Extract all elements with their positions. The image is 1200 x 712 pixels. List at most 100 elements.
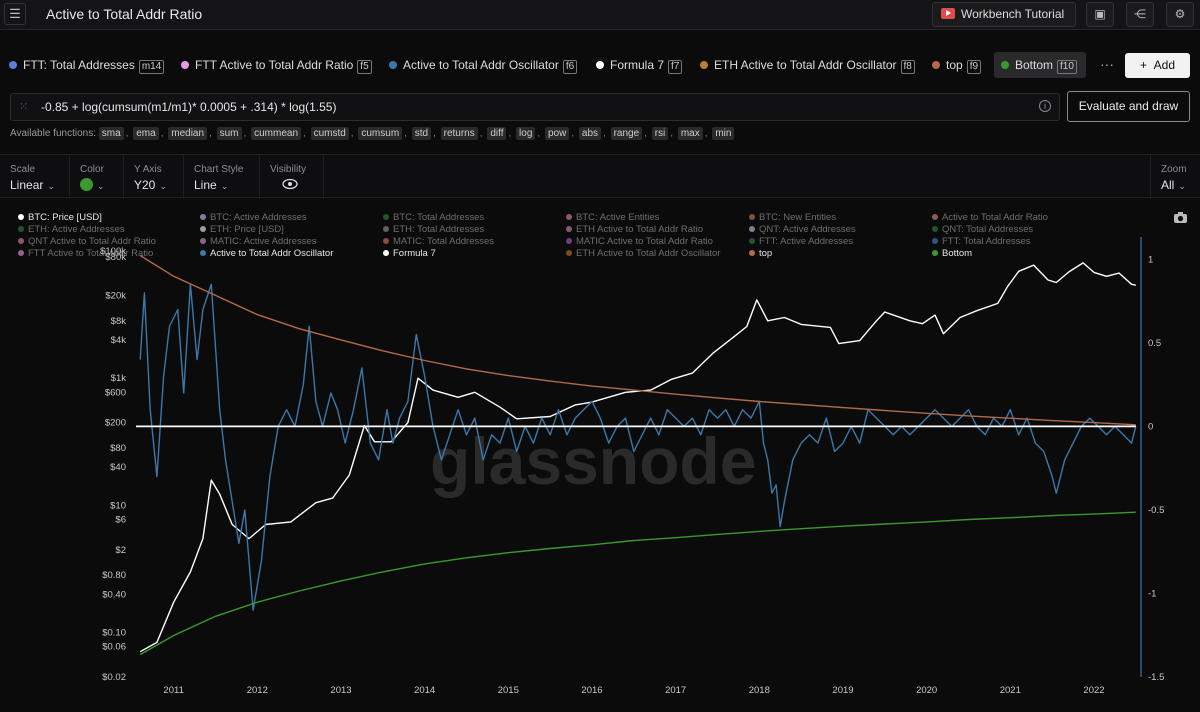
legend-item: BTC: Active Entities xyxy=(576,212,660,223)
chart-legend: BTC: Price [USD] BTC: Active Addresses BTC… xyxy=(18,212,1048,259)
function-chip[interactable]: ema xyxy=(133,127,159,140)
metric-chip-oscillator[interactable]: Active to Total Addr Oscillator f6 xyxy=(382,52,578,78)
function-chip[interactable]: range xyxy=(610,127,643,140)
chart-style-control[interactable]: Chart Style Line ⌄ xyxy=(184,155,260,199)
function-chip[interactable]: returns xyxy=(440,127,478,140)
x-axis-tick-label: 2018 xyxy=(749,685,770,696)
metric-chip-bottom[interactable]: Bottom f10 xyxy=(994,52,1086,78)
camera-icon[interactable] xyxy=(1174,212,1187,223)
available-functions: Available functions: sma, ema, median, s… xyxy=(10,127,736,140)
scale-control[interactable]: Scale Linear ⌄ xyxy=(0,155,70,199)
x-axis-tick-label: 2011 xyxy=(163,685,183,696)
right-axis-tick-label: 0 xyxy=(1148,421,1153,432)
color-control[interactable]: Color ⌄ xyxy=(70,155,124,199)
save-icon[interactable]: ▣ xyxy=(1086,2,1114,27)
function-chip[interactable]: sma xyxy=(98,127,124,140)
function-chip[interactable]: cumstd xyxy=(310,127,349,140)
chevron-down-icon: ⌄ xyxy=(220,181,229,191)
left-axis-tick-label: $0.80 xyxy=(102,570,126,581)
scale-value: Linear xyxy=(10,178,44,192)
add-metric-button[interactable]: + Add xyxy=(1125,53,1190,78)
metric-bar: FTT: Total Addresses m14 FTT Active to To… xyxy=(0,46,1200,86)
metric-chip-top[interactable]: top f9 xyxy=(925,52,982,78)
formula-text[interactable]: -0.85 + log(cumsum(m1/m1)* 0.0005 + .314… xyxy=(41,100,337,114)
left-axis-tick-label: $10 xyxy=(110,500,126,511)
legend-item: Bottom xyxy=(942,248,972,259)
function-chip[interactable]: cumsum xyxy=(358,127,403,140)
right-axis-tick-label: 1 xyxy=(1148,254,1153,265)
metric-chip-tag: f8 xyxy=(900,60,915,74)
left-axis-tick-label: $8k xyxy=(111,316,127,327)
left-axis-tick-label: $100k xyxy=(100,246,126,257)
top-bar: ☰ Active to Total Addr Ratio Workbench T… xyxy=(0,0,1200,30)
eye-icon[interactable] xyxy=(282,178,298,193)
legend-item: ETH Active to Total Addr Ratio xyxy=(576,224,703,235)
metric-color-dot xyxy=(932,61,940,69)
function-chip[interactable]: abs xyxy=(578,127,602,140)
left-axis-tick-label: $0.10 xyxy=(102,628,126,639)
legend-swatch xyxy=(383,214,389,220)
metric-color-dot xyxy=(700,61,708,69)
legend-item: QNT: Active Addresses xyxy=(759,224,856,235)
left-axis-tick-label: $0.40 xyxy=(102,589,126,600)
page-title: Active to Total Addr Ratio xyxy=(46,6,203,22)
y-axis-control[interactable]: Y Axis Y20 ⌄ xyxy=(124,155,184,199)
function-chip[interactable]: rsi xyxy=(651,127,669,140)
function-chip[interactable]: diff xyxy=(487,127,507,140)
x-axis-tick-label: 2014 xyxy=(414,685,435,696)
youtube-icon xyxy=(941,8,955,19)
color-swatch xyxy=(80,178,93,191)
chevron-down-icon: ⌄ xyxy=(47,181,55,191)
function-chip[interactable]: pow xyxy=(544,127,570,140)
metric-chip-eth-oscillator[interactable]: ETH Active to Total Addr Oscillator f8 xyxy=(693,52,915,78)
evaluate-and-draw-button[interactable]: Evaluate and draw xyxy=(1067,91,1190,122)
function-chip[interactable]: sum xyxy=(216,127,242,140)
legend-item: ETH: Total Addresses xyxy=(393,224,484,235)
function-chip[interactable]: max xyxy=(677,127,703,140)
function-chip[interactable]: min xyxy=(712,127,735,140)
left-axis-tick-label: $2 xyxy=(115,545,126,556)
x-axis: 2011 2012 2013 2014 2015 2016 2017 2018 2019 2020… xyxy=(163,685,1104,696)
info-icon[interactable]: i xyxy=(1039,100,1051,112)
chevron-down-icon: ⌄ xyxy=(97,181,105,191)
function-chip[interactable]: cummean xyxy=(251,127,301,140)
legend-item: BTC: Total Addresses xyxy=(393,212,484,223)
share-icon[interactable]: ⋲ xyxy=(1126,2,1154,27)
metric-chip-tag: f6 xyxy=(562,60,578,74)
metric-chip-formula-7[interactable]: Formula 7 f7 xyxy=(589,52,683,78)
legend-swatch xyxy=(566,250,572,256)
left-axis-tick-label: $4k xyxy=(111,335,127,346)
x-axis-tick-label: 2012 xyxy=(247,685,268,696)
menu-icon[interactable]: ☰ xyxy=(4,3,26,25)
legend-swatch xyxy=(18,250,24,256)
more-options-icon[interactable]: ··· xyxy=(1100,56,1114,72)
workbench-tutorial-button[interactable]: Workbench Tutorial xyxy=(932,2,1076,27)
metric-chip-label: FTT: Total Addresses xyxy=(23,58,135,72)
function-chip[interactable]: log xyxy=(516,127,536,140)
series-layer xyxy=(136,254,1137,656)
metric-chip-label: Bottom xyxy=(1015,58,1054,72)
left-axis: $0.02 $0.06 $0.10 $0.40 $0.80 $2 $6 $10 $40 $80 $2… xyxy=(100,246,126,683)
settings-gear-icon[interactable]: ⚙ xyxy=(1166,2,1194,27)
legend-item: MATIC: Active Addresses xyxy=(210,236,317,247)
legend-swatch xyxy=(566,238,572,244)
visibility-control[interactable]: Visibility xyxy=(260,155,324,199)
function-chip[interactable]: std xyxy=(411,127,432,140)
zoom-control[interactable]: Zoom All ⌄ xyxy=(1150,155,1200,199)
chevron-down-icon: ⌄ xyxy=(1178,181,1186,191)
legend-item: QNT Active to Total Addr Ratio xyxy=(28,236,156,247)
left-axis-tick-label: $80 xyxy=(110,443,126,454)
legend-swatch xyxy=(200,238,206,244)
x-axis-tick-label: 2020 xyxy=(916,685,937,696)
metric-chip-ftt-total-addresses[interactable]: FTT: Total Addresses m14 xyxy=(2,52,165,78)
metric-chip-ftt-ratio[interactable]: FTT Active to Total Addr Ratio f5 xyxy=(174,52,372,78)
formula-input[interactable]: ⁙ -0.85 + log(cumsum(m1/m1)* 0.0005 + .3… xyxy=(10,93,1060,121)
legend-swatch xyxy=(200,226,206,232)
legend-item: ETH: Price [USD] xyxy=(210,224,284,235)
chart-area[interactable]: glassnode BTC: Price [USD] BTC: Active Ad… xyxy=(0,199,1200,712)
function-chip[interactable]: median xyxy=(168,127,208,140)
metric-color-dot xyxy=(389,61,397,69)
x-axis-tick-label: 2022 xyxy=(1083,685,1104,696)
left-axis-tick-label: $0.06 xyxy=(102,642,126,653)
drag-handle-icon[interactable]: ⁙ xyxy=(19,101,29,113)
